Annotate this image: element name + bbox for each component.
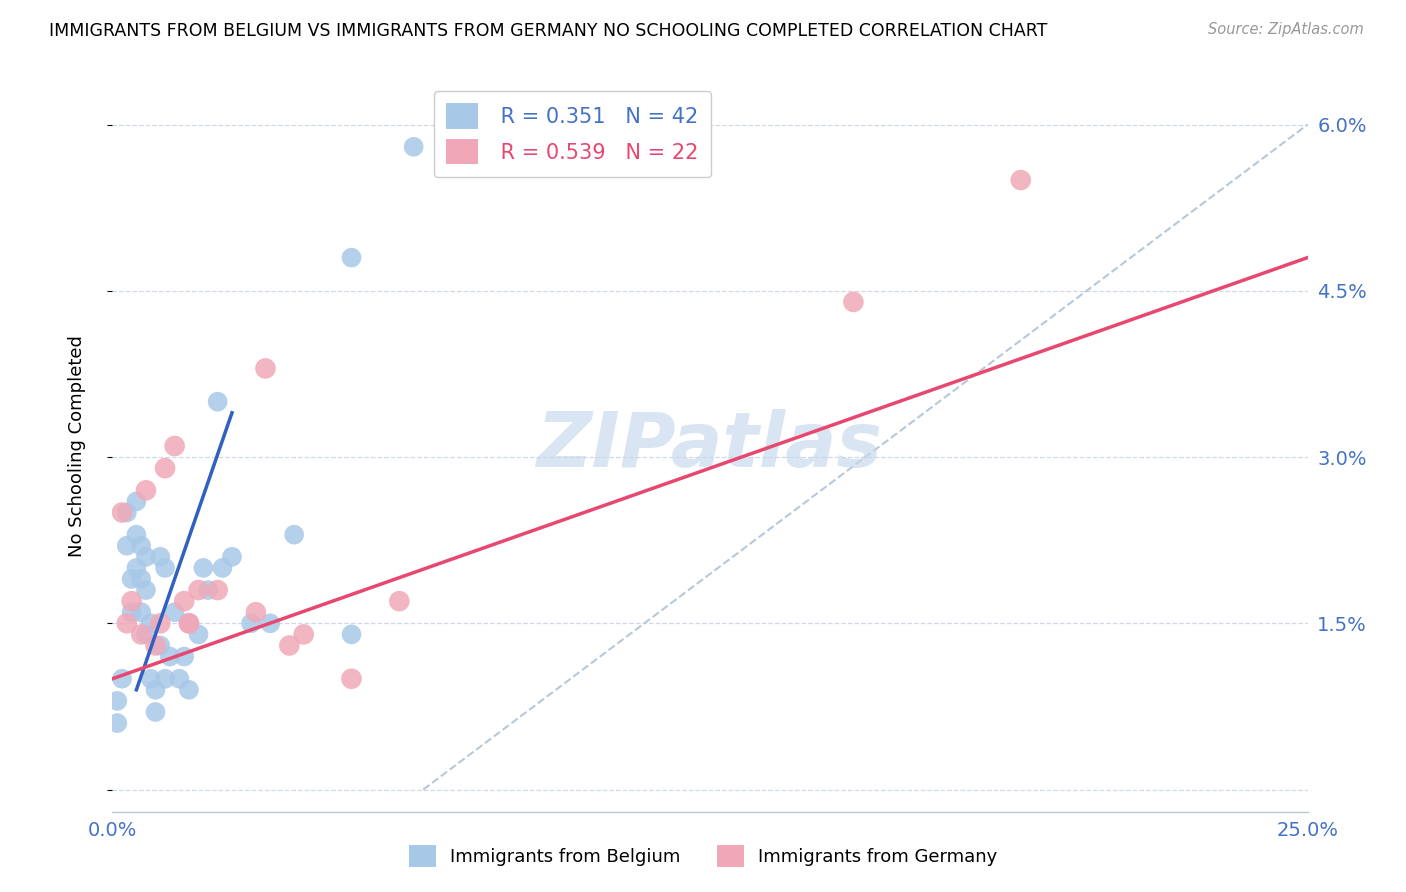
Point — [135, 627, 157, 641]
Point — [129, 539, 152, 553]
Point — [842, 294, 865, 309]
Point — [340, 627, 363, 641]
Point — [278, 639, 301, 653]
Point — [125, 527, 148, 541]
Point — [115, 506, 138, 520]
Point — [177, 616, 200, 631]
Point — [1010, 173, 1032, 187]
Point — [207, 583, 229, 598]
Point — [105, 694, 128, 708]
Point — [177, 616, 200, 631]
Point — [135, 549, 157, 564]
Point — [153, 461, 176, 475]
Point — [402, 140, 425, 154]
Point — [163, 605, 186, 619]
Point — [111, 672, 134, 686]
Point — [121, 594, 143, 608]
Point — [340, 672, 363, 686]
Point — [388, 594, 411, 608]
Point — [292, 627, 315, 641]
Point — [129, 605, 152, 619]
Point — [207, 394, 229, 409]
Point — [121, 605, 143, 619]
Point — [173, 594, 195, 608]
Point — [145, 705, 167, 719]
Point — [149, 549, 172, 564]
Point — [159, 649, 181, 664]
Legend: Immigrants from Belgium, Immigrants from Germany: Immigrants from Belgium, Immigrants from… — [401, 838, 1005, 874]
Point — [135, 483, 157, 498]
Point — [125, 561, 148, 575]
Point — [240, 616, 263, 631]
Point — [254, 361, 277, 376]
Point — [153, 561, 176, 575]
Point — [149, 616, 172, 631]
Legend:  R = 0.351   N = 42,  R = 0.539   N = 22: R = 0.351 N = 42, R = 0.539 N = 22 — [434, 91, 711, 177]
Point — [245, 605, 267, 619]
Point — [139, 672, 162, 686]
Point — [187, 583, 209, 598]
Point — [129, 572, 152, 586]
Point — [111, 506, 134, 520]
Point — [115, 616, 138, 631]
Point — [283, 527, 305, 541]
Text: IMMIGRANTS FROM BELGIUM VS IMMIGRANTS FROM GERMANY NO SCHOOLING COMPLETED CORREL: IMMIGRANTS FROM BELGIUM VS IMMIGRANTS FR… — [49, 22, 1047, 40]
Point — [177, 682, 200, 697]
Point — [145, 639, 167, 653]
Text: ZIPatlas: ZIPatlas — [537, 409, 883, 483]
Point — [173, 649, 195, 664]
Point — [259, 616, 281, 631]
Point — [187, 627, 209, 641]
Point — [197, 583, 219, 598]
Point — [221, 549, 243, 564]
Point — [125, 494, 148, 508]
Y-axis label: No Schooling Completed: No Schooling Completed — [67, 335, 86, 557]
Point — [145, 682, 167, 697]
Text: Source: ZipAtlas.com: Source: ZipAtlas.com — [1208, 22, 1364, 37]
Point — [121, 572, 143, 586]
Point — [139, 616, 162, 631]
Point — [153, 672, 176, 686]
Point — [105, 716, 128, 731]
Point — [115, 539, 138, 553]
Point — [135, 583, 157, 598]
Point — [193, 561, 215, 575]
Point — [340, 251, 363, 265]
Point — [149, 639, 172, 653]
Point — [129, 627, 152, 641]
Point — [211, 561, 233, 575]
Point — [177, 616, 200, 631]
Point — [163, 439, 186, 453]
Point — [169, 672, 191, 686]
